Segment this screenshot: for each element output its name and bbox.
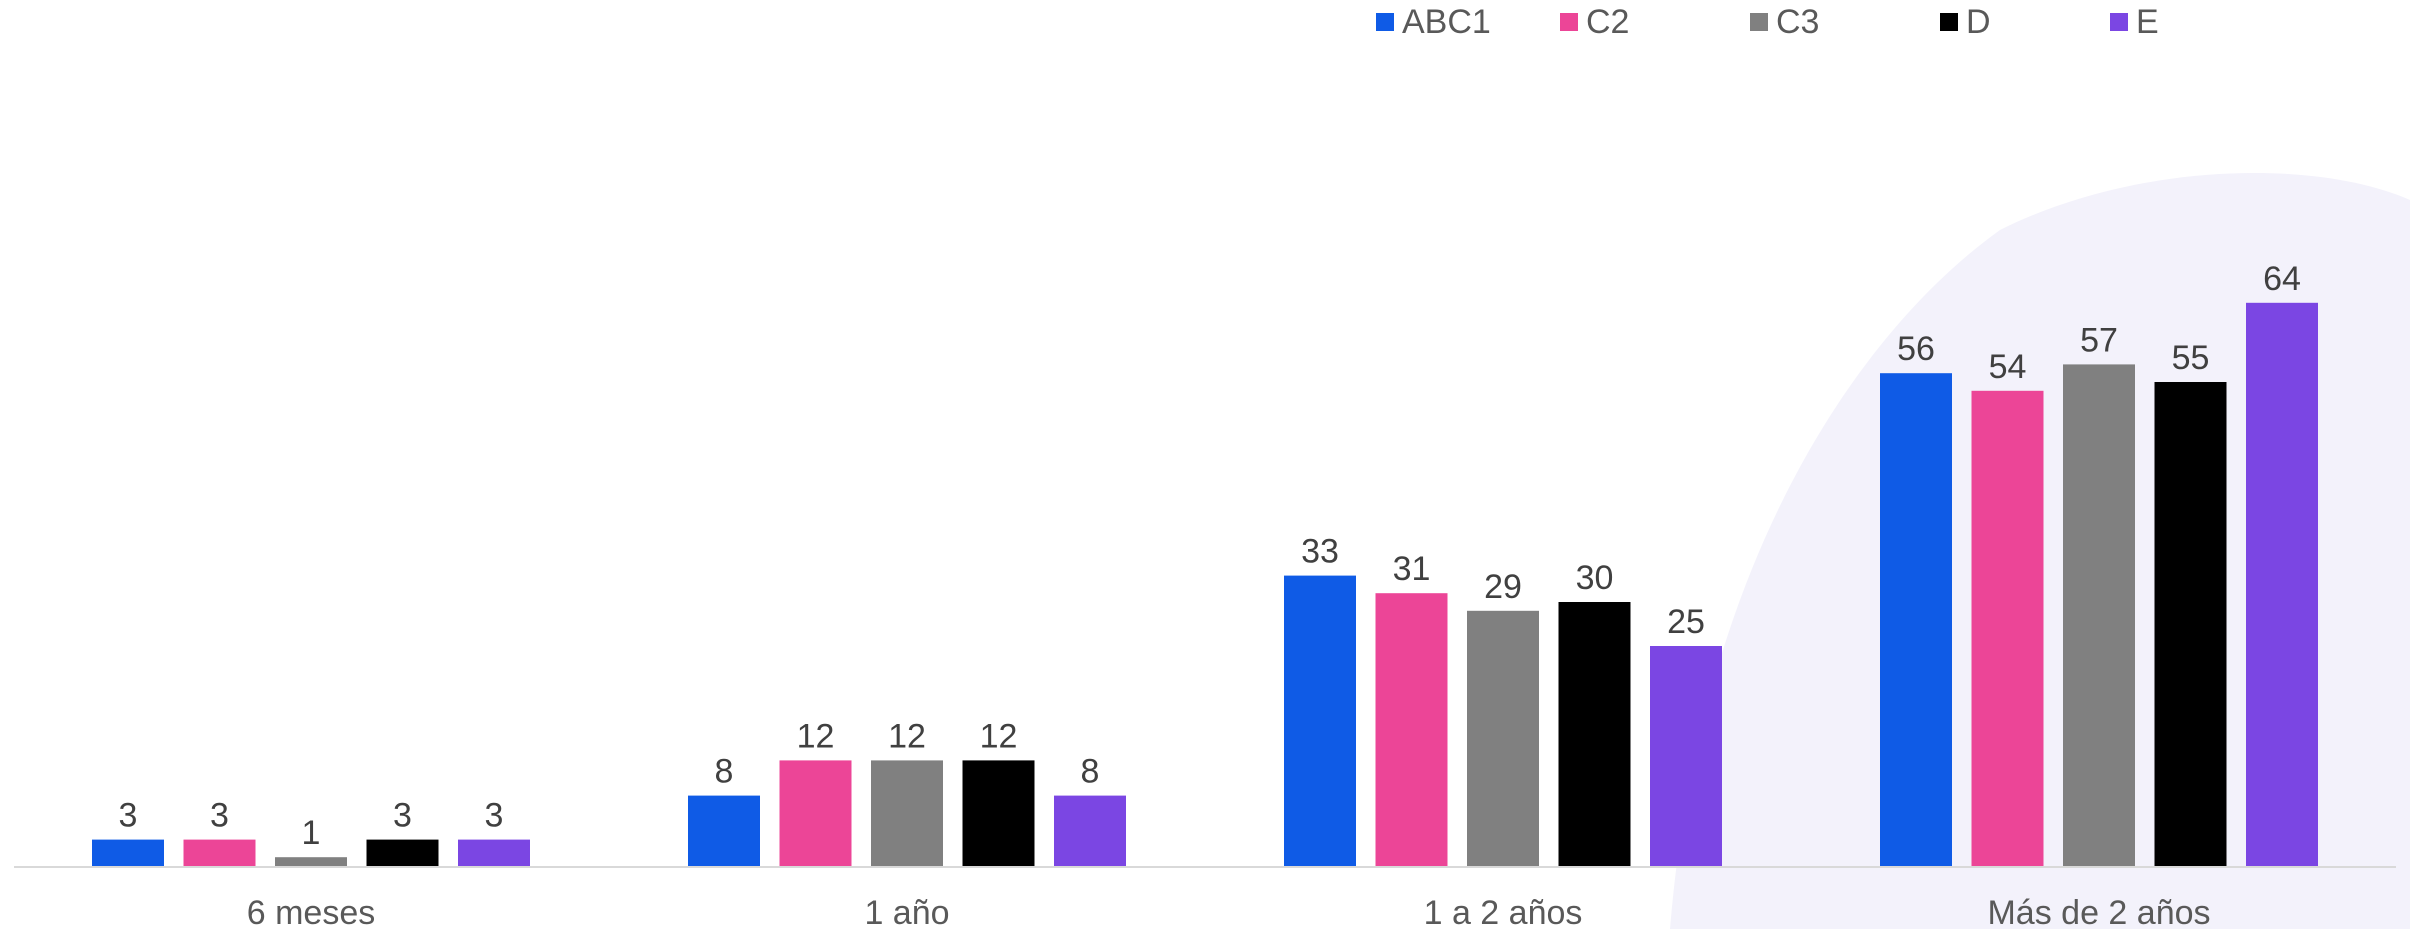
bar-d-3 xyxy=(1558,602,1631,866)
bar-c2-2 xyxy=(779,760,852,866)
x-tick-label: 6 meses xyxy=(247,894,376,929)
bar-d-4 xyxy=(2154,382,2227,866)
data-label: 3 xyxy=(210,797,229,835)
legend-item: C3 xyxy=(1750,2,1940,42)
legend-swatch xyxy=(1750,13,1768,31)
x-tick-labels-layer: 6 meses 1 año 1 a 2 años Más de 2 años xyxy=(247,894,2211,929)
bar-d-1 xyxy=(366,839,439,866)
legend-item: E xyxy=(2110,2,2190,42)
data-label: 64 xyxy=(2263,260,2301,298)
bar-e-3 xyxy=(1650,646,1722,866)
legend-label: E xyxy=(2136,3,2159,41)
data-label: 12 xyxy=(888,717,926,755)
x-tick-label: 1 a 2 años xyxy=(1424,894,1583,929)
legend: ABC1 C2 C3 D E xyxy=(1376,2,2190,42)
data-label: 8 xyxy=(1081,753,1100,791)
legend-item: ABC1 xyxy=(1376,2,1560,42)
data-label: 30 xyxy=(1576,559,1614,597)
x-tick-label: 1 año xyxy=(864,894,949,929)
legend-label: D xyxy=(1966,3,1991,41)
x-tick-label: Más de 2 años xyxy=(1987,894,2210,929)
data-label: 31 xyxy=(1393,550,1431,588)
data-label: 3 xyxy=(485,797,504,835)
legend-swatch xyxy=(1376,13,1394,31)
data-label: 29 xyxy=(1484,568,1522,606)
data-label: 12 xyxy=(980,717,1018,755)
legend-swatch xyxy=(1560,13,1578,31)
legend-item: C2 xyxy=(1560,2,1750,42)
data-label: 3 xyxy=(119,797,138,835)
legend-label: C2 xyxy=(1586,3,1630,41)
bar-abc1-3 xyxy=(1284,575,1356,866)
bar-e-4 xyxy=(2246,302,2318,866)
data-label: 1 xyxy=(302,814,321,852)
data-label: 33 xyxy=(1301,533,1339,571)
bar-c2-3 xyxy=(1375,593,1448,866)
legend-swatch xyxy=(2110,13,2128,31)
data-label: 25 xyxy=(1667,603,1705,641)
data-label: 54 xyxy=(1989,348,2027,386)
data-label: 56 xyxy=(1897,330,1935,368)
data-label: 55 xyxy=(2172,339,2210,377)
bar-e-1 xyxy=(458,839,530,866)
legend-swatch xyxy=(1940,13,1958,31)
bar-abc1-4 xyxy=(1880,373,1952,866)
bar-c2-4 xyxy=(1971,390,2044,866)
data-label: 3 xyxy=(393,797,412,835)
data-label: 8 xyxy=(715,753,734,791)
bar-c2-1 xyxy=(183,839,256,866)
bar-abc1-2 xyxy=(688,795,760,866)
data-label: 12 xyxy=(797,717,835,755)
legend-label: ABC1 xyxy=(1402,3,1491,41)
legend-label: C3 xyxy=(1776,3,1820,41)
bars-layer xyxy=(92,302,2318,866)
bar-e-2 xyxy=(1054,795,1126,866)
data-label: 57 xyxy=(2080,321,2118,359)
bar-abc1-1 xyxy=(92,839,164,866)
bar-c3-4 xyxy=(2063,364,2135,866)
bar-c3-3 xyxy=(1467,610,1539,866)
legend-item: D xyxy=(1940,2,2110,42)
bar-c3-1 xyxy=(275,857,347,866)
bar-d-2 xyxy=(962,760,1035,866)
bar-c3-2 xyxy=(871,760,943,866)
